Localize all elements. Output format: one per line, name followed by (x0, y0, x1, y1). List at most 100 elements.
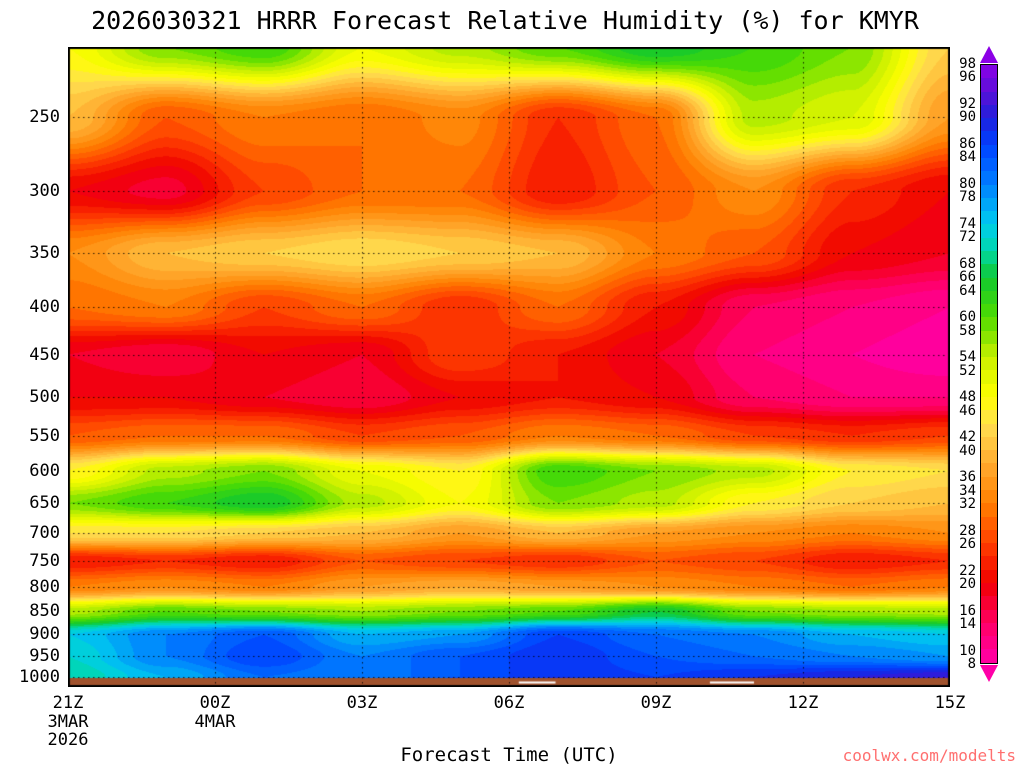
colorbar-label: 84 (959, 149, 976, 166)
colorbar-cell (981, 78, 997, 92)
colorbar-label: 64 (959, 282, 976, 299)
colorbar-label: 46 (959, 402, 976, 419)
colorbar-label: 20 (959, 576, 976, 592)
colorbar-label: 54 (959, 349, 976, 366)
colorbar-cell (981, 224, 997, 238)
colorbar-label: 92 (959, 96, 976, 112)
colorbar-label: 16 (959, 602, 976, 619)
colorbar-label: 78 (959, 189, 976, 206)
colorbar-label: 48 (959, 389, 976, 406)
colorbar-label: 98 (959, 56, 976, 72)
colorbar-label: 58 (959, 322, 976, 339)
colorbar-cell (981, 463, 997, 477)
colorbar-cell (981, 65, 997, 79)
x-axis-title: Forecast Time (UTC) (400, 744, 618, 766)
colorbar-label: 10 (959, 642, 976, 659)
x-tick-label: 03Z (346, 693, 378, 713)
x-date-label: 3MAR (47, 712, 89, 732)
x-tick-label: 15Z (934, 693, 966, 713)
colorbar-cell (981, 197, 997, 212)
x-tick-label: 09Z (640, 693, 672, 713)
x-tick-label: 12Z (787, 693, 819, 713)
y-tick-label: 250 (29, 107, 60, 128)
y-tick-label: 650 (29, 493, 60, 514)
y-tick-label: 500 (29, 387, 60, 408)
colorbar-cell (981, 184, 997, 198)
colorbar-cell (981, 582, 997, 597)
y-tick-label: 550 (29, 425, 60, 446)
colorbar-cell (981, 91, 997, 105)
colorbar-cell (981, 556, 997, 570)
y-tick-label: 400 (29, 297, 60, 318)
colorbar-label: 32 (959, 496, 976, 512)
colorbar-cell (981, 423, 997, 437)
x-tick-label: 21Z (52, 693, 84, 713)
y-tick-label: 350 (29, 243, 60, 264)
colorbar-cell (981, 410, 997, 424)
y-tick-label: 450 (29, 344, 60, 365)
colorbar-label: 36 (959, 469, 976, 486)
colorbar-label: 42 (959, 429, 976, 446)
colorbar-cell (981, 277, 997, 291)
colorbar-label: 90 (959, 109, 976, 126)
colorbar-label: 96 (959, 69, 976, 86)
colorbar-cell (981, 450, 997, 464)
colorbar-cell (981, 370, 997, 384)
colorbar-cell (981, 118, 997, 132)
colorbar-label: 22 (959, 562, 976, 579)
rh-heatmap-canvas (68, 47, 950, 687)
colorbar-cell (981, 237, 997, 251)
colorbar-cell (981, 436, 997, 451)
colorbar-cell (981, 250, 997, 265)
y-tick-label: 800 (29, 576, 60, 597)
colorbar-label: 74 (959, 216, 976, 232)
x-tick-label: 00Z (199, 693, 231, 713)
y-tick-label: 950 (29, 646, 60, 667)
colorbar-label: 34 (959, 482, 976, 499)
colorbar-cell (981, 516, 997, 530)
x-date-label: 4MAR (194, 712, 236, 732)
y-tick-label: 750 (29, 550, 60, 571)
colorbar-label: 14 (959, 616, 976, 632)
y-tick-label: 1000 (19, 667, 60, 688)
colorbar-cell (981, 144, 997, 158)
colorbar-cell (981, 596, 997, 610)
chart-title: 2026030321 HRRR Forecast Relative Humidi… (91, 6, 919, 35)
colorbar-cell (981, 317, 997, 331)
colorbar-cell (981, 622, 997, 637)
colorbar-down-arrow-icon (980, 665, 998, 682)
y-tick-label: 850 (29, 601, 60, 622)
colorbar-cell (981, 157, 997, 172)
colorbar-label: 26 (959, 536, 976, 552)
colorbar-label: 86 (959, 136, 976, 152)
colorbar-cell (981, 476, 997, 490)
colorbar-cell (981, 569, 997, 583)
colorbar-cell (981, 330, 997, 344)
colorbar-cell (981, 304, 997, 318)
colorbar-label: 60 (959, 309, 976, 326)
colorbar-cell (981, 649, 997, 663)
colorbar-label: 28 (959, 522, 976, 539)
colorbar-cell (981, 171, 997, 185)
colorbar-cell (981, 609, 997, 623)
x-tick-label: 06Z (493, 693, 525, 713)
colorbar-cell (981, 343, 997, 358)
colorbar-cell (981, 211, 997, 225)
y-tick-label: 700 (29, 523, 60, 544)
colorbar-label: 66 (959, 269, 976, 286)
colorbar-cell (981, 131, 997, 145)
x-date-label: 2026 (47, 730, 89, 750)
colorbar-label: 80 (959, 176, 976, 192)
colorbar-cell (981, 290, 997, 305)
colorbar-label: 68 (959, 256, 976, 272)
watermark: coolwx.com/modelts (842, 746, 1016, 765)
colorbar-cell (981, 529, 997, 544)
colorbar-label: 52 (959, 362, 976, 379)
y-tick-label: 300 (29, 180, 60, 201)
colorbar-cell (981, 490, 997, 504)
colorbar-cells (980, 64, 998, 664)
colorbar-label: 72 (959, 229, 976, 246)
colorbar-cell (981, 543, 997, 557)
y-tick-label: 600 (29, 460, 60, 481)
